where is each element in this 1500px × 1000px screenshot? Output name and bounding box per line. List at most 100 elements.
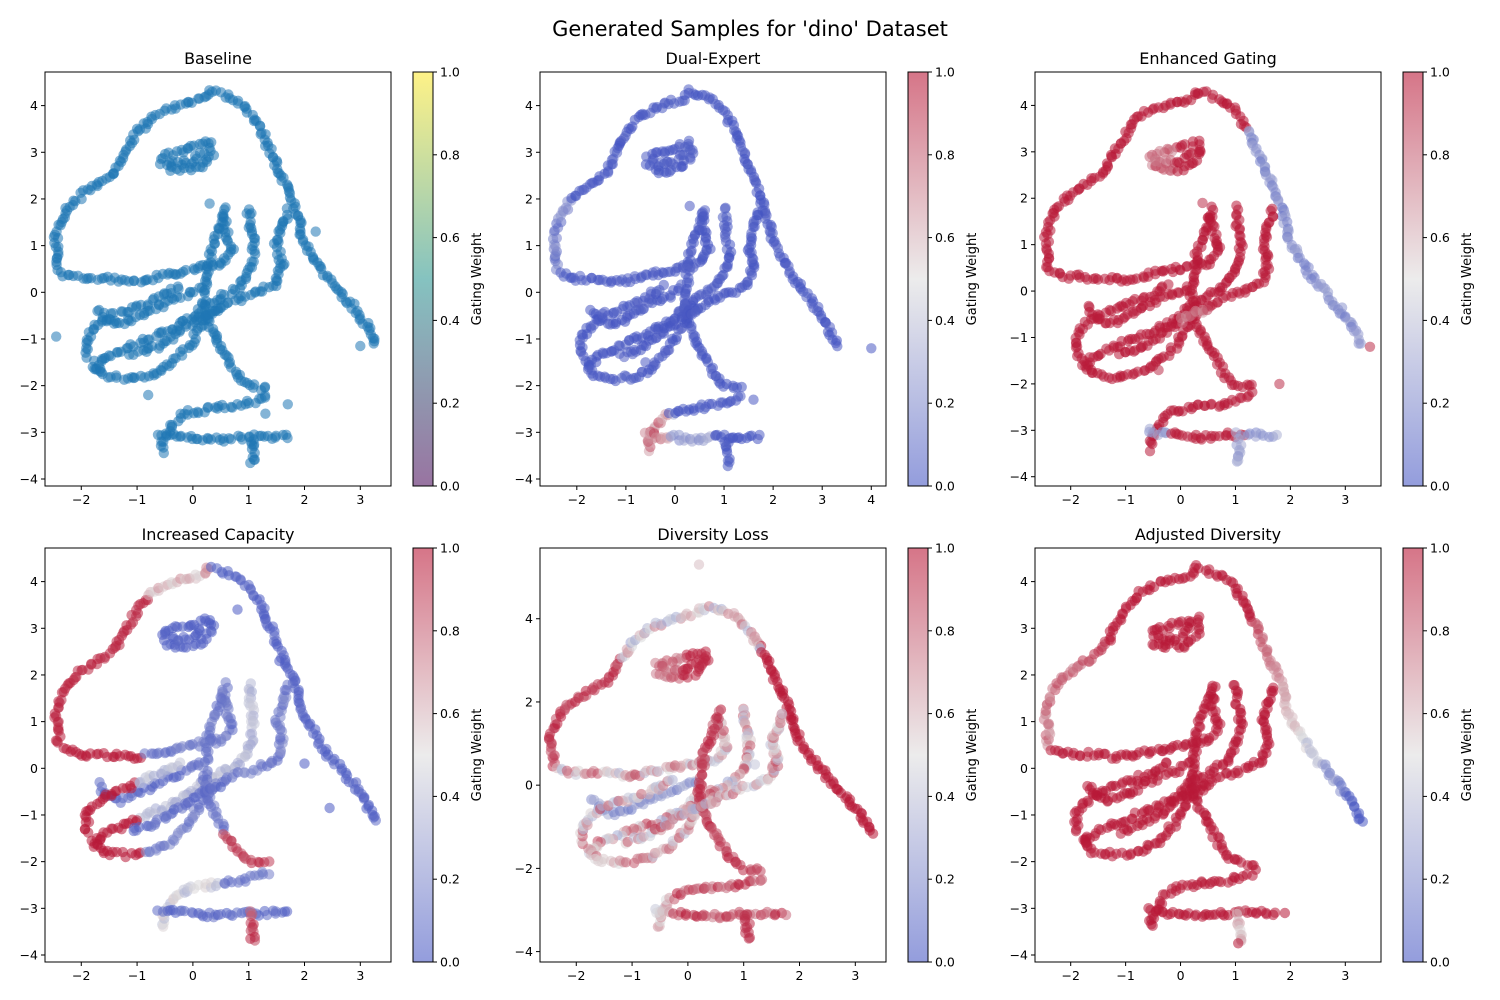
colorbar-frame <box>412 71 434 487</box>
x-tick-label: 0 <box>684 968 692 983</box>
colorbar-frame <box>1402 71 1424 487</box>
scatter-point-outlier <box>274 655 285 667</box>
y-tick-label: −1 <box>515 331 533 346</box>
x-tick-label: −2 <box>567 968 585 983</box>
scatter-point <box>776 708 788 719</box>
scatter-point <box>722 460 733 472</box>
y-tick-label: −1 <box>20 807 38 822</box>
y-tick-label: −3 <box>515 425 533 440</box>
y-tick-label: 3 <box>30 621 38 636</box>
y-tick-label: 0 <box>30 285 38 300</box>
colorbar-label: Gating Weight <box>965 233 980 326</box>
colorbar-tick-label: 0.2 <box>1430 872 1450 887</box>
scatter-point <box>710 796 721 808</box>
x-tick-label: 2 <box>1286 968 1294 983</box>
scatter-point <box>754 429 765 441</box>
scatter-point <box>174 757 186 768</box>
y-tick-label: 0 <box>30 761 38 776</box>
colorbar <box>1403 548 1423 962</box>
colorbar-tick-label: 0.2 <box>440 872 460 887</box>
y-tick-label: 3 <box>1020 621 1028 636</box>
scatter-points <box>49 561 381 946</box>
scatter-point-outlier <box>738 705 749 716</box>
scatter-point-outlier <box>693 559 705 570</box>
colorbar <box>908 548 928 962</box>
axes-frame <box>539 547 887 963</box>
x-tick-label: −1 <box>1116 968 1134 983</box>
scatter-point-outlier <box>1274 378 1285 390</box>
scatter-point-outlier <box>1197 197 1208 209</box>
scatter-point <box>1267 203 1278 214</box>
colorbar-tick-label: 0.6 <box>440 230 460 245</box>
colorbar-tick-label: 0.6 <box>1430 230 1450 245</box>
colorbar <box>413 548 433 962</box>
scatter-point <box>667 774 678 786</box>
scatter-point-outlier <box>684 200 695 212</box>
scatter-point-outlier <box>310 226 321 237</box>
scatter-point-outlier <box>143 389 154 401</box>
y-tick-label: 1 <box>1020 714 1028 729</box>
scatter-point <box>694 654 705 665</box>
colorbar-tick-label: 0.8 <box>1430 623 1450 638</box>
x-tick-label: 2 <box>1286 492 1294 507</box>
x-tick-label: −2 <box>1061 968 1079 983</box>
colorbar-tick-label: 1.0 <box>1430 65 1450 80</box>
scatter-points <box>1039 86 1376 467</box>
scatter-point <box>264 856 275 867</box>
scatter-point <box>735 391 746 402</box>
colorbar-tick-label: 0.6 <box>935 706 955 721</box>
scatter-point <box>263 869 275 880</box>
panel-0: Baseline−2 −1 0 1 2 3−4−3−2−1012340.00.20.40.… <box>20 49 485 507</box>
scatter-point <box>281 906 293 917</box>
colorbar-tick-label: 0.4 <box>935 789 955 804</box>
scatter-point <box>214 302 225 314</box>
colorbar <box>413 72 433 486</box>
scatter-point <box>756 874 768 885</box>
scatter-point <box>370 815 381 826</box>
colorbar-tick-label: 0.2 <box>1430 396 1450 411</box>
y-tick-label: −4 <box>1010 947 1028 962</box>
scatter-point-outlier <box>640 357 651 368</box>
colorbar-tick-label: 1.0 <box>440 541 460 556</box>
x-tick-label: 2 <box>301 968 309 983</box>
x-tick-label: −1 <box>1116 492 1134 507</box>
scatter-point <box>620 857 632 868</box>
panel-2: Enhanced Gating−2 −1 0 1 2 3−4−3−2−1012340.00… <box>1010 49 1475 507</box>
scatter-point <box>1268 682 1279 693</box>
x-tick-label: −2 <box>72 492 90 507</box>
y-tick-label: −3 <box>1010 423 1028 438</box>
y-tick-label: 0 <box>525 778 533 793</box>
x-tick-label: −2 <box>72 968 90 983</box>
x-tick-label: 3 <box>851 968 859 983</box>
scatter-point <box>1201 781 1212 792</box>
scatter-point-outlier <box>324 802 335 814</box>
scatter-point <box>1353 338 1364 349</box>
y-tick-label: 1 <box>525 238 533 253</box>
panel-title: Enhanced Gating <box>1139 49 1276 68</box>
scatter-point-outlier <box>282 399 293 410</box>
scatter-point <box>172 281 184 292</box>
colorbar-tick-label: 0.0 <box>1430 955 1450 970</box>
colorbar-tick-label: 0.4 <box>1430 789 1450 804</box>
x-tick-label: 1 <box>1231 492 1239 507</box>
x-tick-label: −2 <box>1061 492 1079 507</box>
colorbar-label: Gating Weight <box>1460 709 1475 802</box>
x-tick-label: −1 <box>617 492 635 507</box>
scatter-point <box>215 781 226 793</box>
x-tick-label: −2 <box>568 492 586 507</box>
axes-frame <box>44 547 392 963</box>
x-tick-label: 3 <box>356 492 364 507</box>
colorbar-tick-label: 0.8 <box>440 147 460 162</box>
scatter-point <box>1250 864 1262 875</box>
panel-title: Increased Capacity <box>142 525 295 544</box>
x-tick-label: 0 <box>1177 492 1185 507</box>
y-tick-label: 2 <box>30 191 38 206</box>
colorbar-tick-label: 0.4 <box>440 789 460 804</box>
y-tick-label: 3 <box>30 145 38 160</box>
colorbar-tick-label: 1.0 <box>935 541 955 556</box>
scatter-point <box>245 933 256 944</box>
colorbar-tick-label: 0.8 <box>935 147 955 162</box>
scatter-point <box>199 148 210 159</box>
